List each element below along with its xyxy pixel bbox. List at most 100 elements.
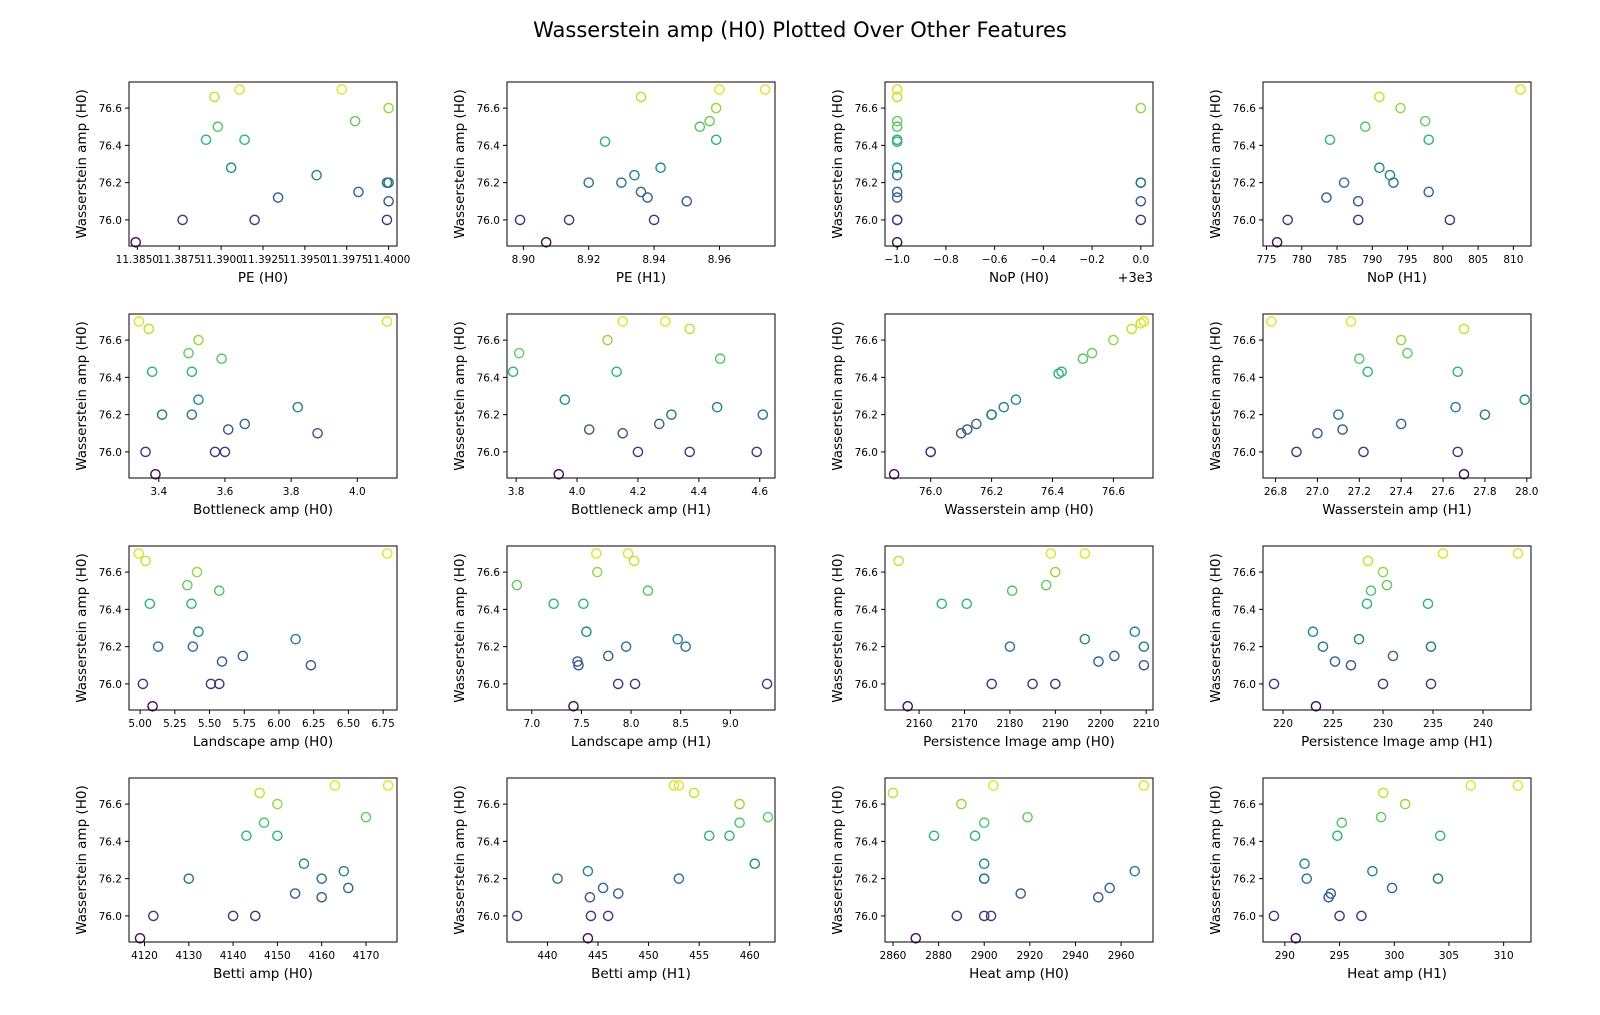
x-tick-label: 785 <box>1327 254 1347 266</box>
data-point <box>1354 353 1365 365</box>
y-tick-label: 76.0 <box>99 911 122 923</box>
data-point <box>383 195 394 207</box>
data-point <box>1375 811 1387 823</box>
data-point <box>573 659 584 671</box>
data-point <box>316 873 327 884</box>
y-tick-label: 76.4 <box>99 140 123 152</box>
data-point <box>891 91 903 103</box>
y-tick-label: 76.4 <box>1233 836 1257 848</box>
x-tick-label: 240 <box>1473 718 1493 730</box>
x-tick-label: 76.4 <box>1041 486 1065 498</box>
data-point <box>668 780 680 791</box>
x-tick-label: 2940 <box>1062 950 1089 962</box>
subplot-grid: 11.385011.387511.390011.392511.395011.39… <box>74 81 1539 982</box>
x-tick-label: 8.5 <box>672 718 689 730</box>
subplot-14: 440 445 450 455 460 76.0 76.2 76.4 76.6 Betti amp… <box>452 777 776 982</box>
data-point <box>1374 162 1385 174</box>
data-point <box>710 102 722 114</box>
data-point <box>599 136 611 147</box>
data-point <box>1423 186 1435 198</box>
data-point <box>1109 650 1120 662</box>
y-axis-label: Wasserstein amp (H0) <box>830 89 846 238</box>
data-point <box>612 888 624 899</box>
data-point <box>681 195 693 207</box>
subplot-16: 290 295 300 305 310 76.0 76.2 76.4 76.6 Heat amp … <box>1208 777 1532 982</box>
x-tick-label: −0.8 <box>933 254 959 266</box>
data-point <box>710 134 722 146</box>
data-point <box>928 830 940 842</box>
data-point <box>585 910 597 922</box>
x-tick-label: 805 <box>1468 254 1488 266</box>
data-point <box>893 555 904 567</box>
x-tick-label: −0.2 <box>1079 254 1105 266</box>
figure-title: Wasserstein amp (H0) Plotted Over Other … <box>533 18 1067 42</box>
data-point <box>1321 192 1332 203</box>
y-tick-label: 76.6 <box>1233 103 1257 115</box>
data-point <box>183 873 195 884</box>
data-point <box>891 236 903 248</box>
data-point <box>1452 446 1464 458</box>
data-point <box>298 858 310 870</box>
x-tick-label: 2860 <box>880 950 907 962</box>
y-axis-label: Wasserstein amp (H0) <box>452 321 468 470</box>
subplot-1: 11.385011.387511.390011.392511.395011.39… <box>74 81 410 286</box>
x-tick-label: 6.75 <box>371 718 394 730</box>
data-point <box>182 579 193 591</box>
data-point <box>513 347 525 359</box>
data-point <box>1138 641 1150 652</box>
data-point <box>616 177 627 188</box>
data-point <box>1388 177 1399 188</box>
data-point <box>985 910 997 922</box>
data-point <box>1434 830 1446 842</box>
data-point <box>978 873 990 884</box>
data-point <box>1458 323 1470 335</box>
y-tick-label: 76.0 <box>477 679 500 691</box>
data-point <box>237 650 249 662</box>
x-tick-label: 7.0 <box>523 718 540 730</box>
x-tick-label: 290 <box>1275 950 1295 962</box>
subplot-5: 3.4 3.6 3.8 4.0 76.0 76.2 76.4 76.6 Bottleneck a… <box>74 313 398 518</box>
x-tick-label: 76.2 <box>980 486 1003 498</box>
data-point <box>1465 780 1477 791</box>
data-point <box>1045 548 1057 559</box>
data-point <box>684 323 696 335</box>
data-point <box>213 585 225 597</box>
data-point <box>1086 347 1098 359</box>
data-point <box>1425 641 1437 652</box>
data-point <box>289 888 301 899</box>
data-point <box>1022 811 1033 823</box>
x-tick-label: 230 <box>1373 718 1393 730</box>
y-tick-label: 76.4 <box>855 372 879 384</box>
data-point <box>1519 394 1531 406</box>
data-point <box>186 366 198 378</box>
data-point <box>272 830 283 842</box>
subplot-13: 4120 4130 4140 4150 4160 4170 76.0 76.2 76.4 76.6… <box>74 777 398 982</box>
y-tick-label: 76.0 <box>99 447 122 459</box>
axes-frame <box>1262 313 1532 479</box>
data-point <box>1040 579 1052 591</box>
data-point <box>187 641 199 652</box>
y-tick-label: 76.0 <box>855 447 878 459</box>
data-point <box>1290 932 1302 944</box>
data-point <box>597 882 609 894</box>
data-point <box>1362 555 1374 567</box>
x-tick-label: 28.0 <box>1515 486 1538 498</box>
data-point <box>1129 626 1141 638</box>
data-point <box>891 169 903 181</box>
y-axis-label: Wasserstein amp (H0) <box>1208 553 1224 702</box>
data-point <box>137 678 149 690</box>
data-point <box>734 817 745 829</box>
data-point <box>311 169 322 181</box>
y-tick-label: 76.6 <box>1233 567 1257 579</box>
data-point <box>1365 585 1377 597</box>
data-point <box>1361 598 1373 610</box>
data-point <box>209 91 220 103</box>
subplot-10: 7.0 7.5 8.0 8.5 9.0 76.0 76.2 76.4 76.6 Landscape… <box>452 545 776 750</box>
x-tick-label: 795 <box>1398 254 1418 266</box>
data-point <box>1452 366 1464 378</box>
data-point <box>1402 347 1413 359</box>
data-point <box>1104 882 1115 894</box>
data-point <box>1079 548 1091 559</box>
data-point <box>254 787 265 799</box>
data-point <box>1282 214 1293 226</box>
